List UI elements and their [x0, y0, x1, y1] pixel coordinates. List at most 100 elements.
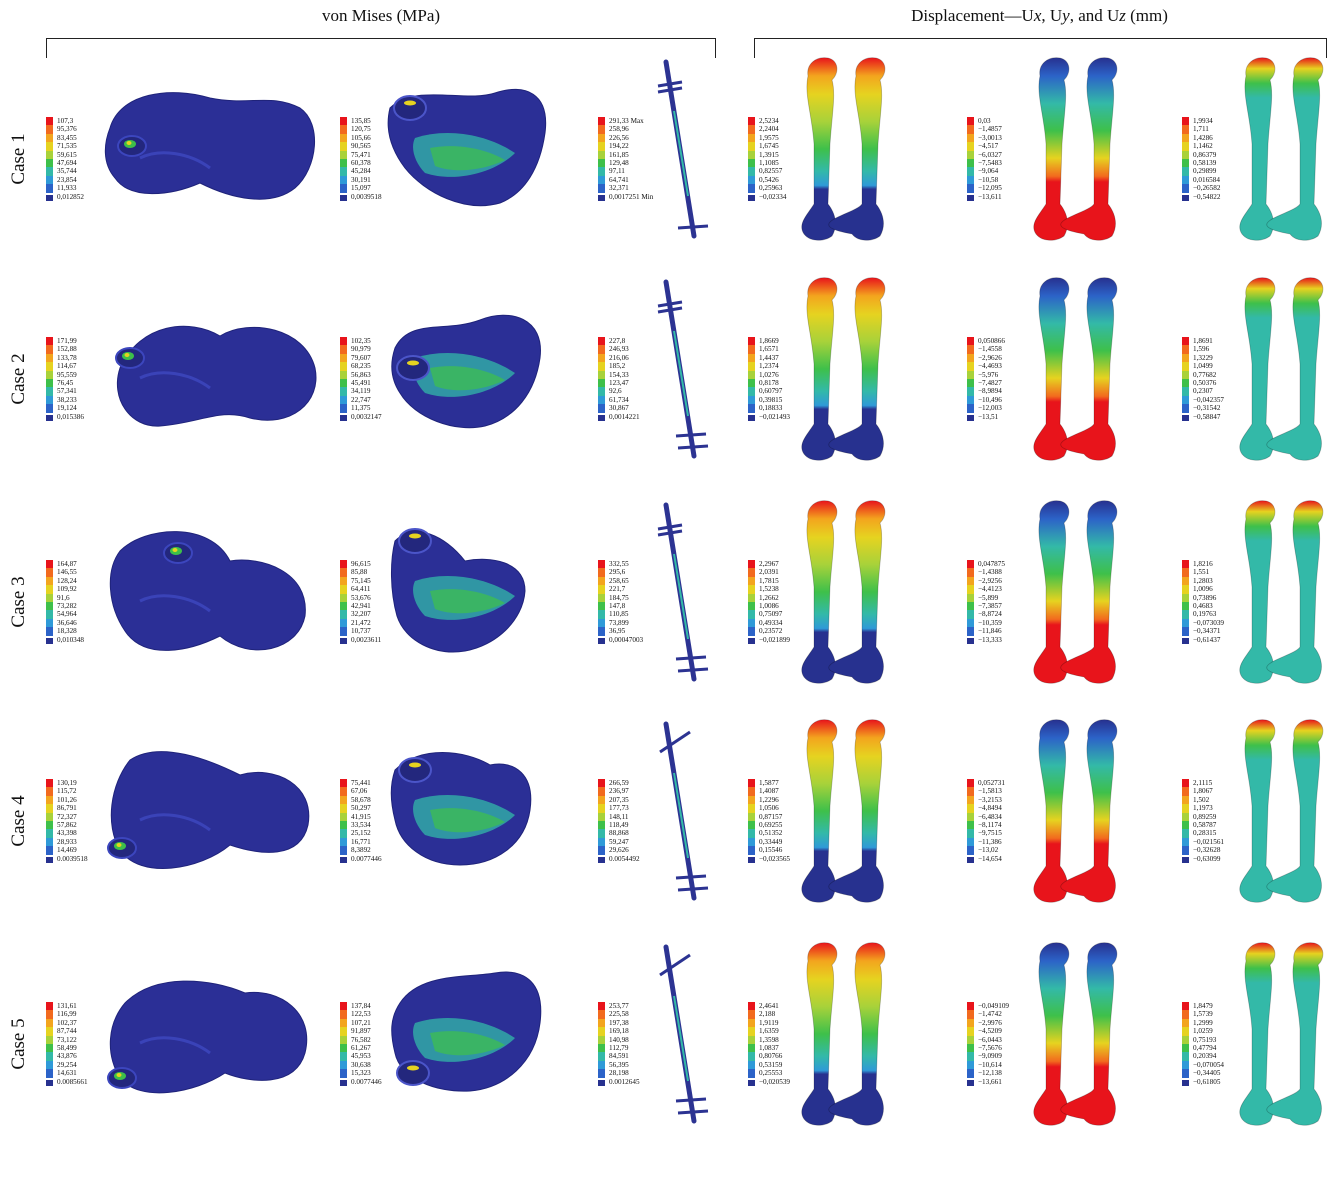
stress-peak — [409, 533, 421, 539]
legend-swatch — [340, 812, 347, 821]
legend-ux: 1,8669 1,6571 1,4437 1,2374 1,0276 0,8178 0,60… — [748, 337, 858, 421]
legend-value: 2,5234 — [759, 117, 779, 125]
legend-value: 227,8 — [609, 337, 626, 345]
legend-value: 0,03 — [978, 117, 991, 125]
legend-swatch — [1182, 345, 1189, 354]
legend-value: 73,899 — [609, 618, 629, 627]
femur-left — [1033, 942, 1070, 1126]
legend-swatch — [46, 812, 53, 821]
legend-uy: −0,049109 −1,4742 −2,9976 −4,5209 −6,0443 −7,… — [967, 1002, 1077, 1086]
legend-swatch — [1182, 601, 1189, 611]
legend-swatch — [748, 337, 755, 346]
legend-entry: 133,78 — [46, 353, 156, 363]
legend-value: 110,85 — [609, 610, 629, 619]
legend-swatch — [1182, 1018, 1189, 1028]
legend-cup: 75,441 67,06 58,678 50,297 41,915 33,534 25,15… — [340, 779, 450, 863]
legend-swatch — [598, 345, 605, 354]
legend-swatch — [46, 1010, 53, 1019]
legend-entry: 30,867 — [598, 404, 708, 413]
distal-screw — [677, 444, 709, 450]
legend-value: −2,9626 — [978, 353, 1002, 362]
legend-swatch — [46, 576, 53, 586]
legend-value: 56,863 — [351, 370, 371, 379]
legend-swatch — [340, 387, 347, 396]
legend-swatch — [967, 576, 974, 586]
distal-screw — [677, 224, 709, 230]
legend-swatch — [340, 345, 347, 354]
legend-swatch — [967, 167, 974, 176]
legend-value: 1,8691 — [1193, 337, 1213, 345]
legend-value: 75,441 — [351, 779, 371, 787]
legend-value: 58,499 — [57, 1043, 77, 1052]
legend-swatch — [598, 378, 605, 388]
legend-value: 2,2404 — [759, 125, 779, 134]
legend-value: 164,87 — [57, 560, 77, 568]
legend-entry: −10,496 — [967, 395, 1077, 405]
legend-swatch — [1182, 820, 1189, 830]
legend-value: 32,207 — [351, 610, 371, 619]
legend-value: 95,376 — [57, 125, 77, 134]
legend-swatch — [748, 133, 755, 143]
legend-swatch — [340, 404, 347, 413]
legend-value: 21,472 — [351, 618, 371, 627]
legend-value: −9,7515 — [978, 829, 1002, 838]
legend-entry: 177,73 — [598, 804, 708, 813]
distal-screw — [675, 655, 707, 661]
legend-value: −0,020539 — [759, 1077, 791, 1086]
legend-entry: 45,491 — [340, 378, 450, 388]
distal-screw — [675, 874, 707, 880]
case-label: Case 5 — [8, 1018, 29, 1070]
legend-swatch — [1182, 337, 1189, 346]
legend-entry: 15,097 — [340, 184, 450, 193]
legend-entry: −1,4388 — [967, 568, 1077, 577]
legend-entry: 1,0499 — [1182, 362, 1292, 371]
legend-entry: 76,45 — [46, 378, 156, 388]
legend-value: −0,021899 — [759, 635, 791, 644]
pelvis-model — [109, 531, 306, 651]
legend-entry: 0,4683 — [1182, 601, 1292, 611]
legend-swatch — [967, 395, 974, 405]
legend-entry: 0,010348 — [46, 636, 156, 644]
femur-surface — [1033, 942, 1070, 1126]
legend-swatch — [598, 837, 605, 847]
legend-swatch — [340, 610, 347, 619]
legend-swatch — [340, 627, 347, 636]
legend-swatch — [598, 125, 605, 134]
legend-swatch — [967, 150, 974, 159]
legend-value: −7,5483 — [978, 158, 1002, 167]
femur-pair-uy — [1033, 277, 1118, 461]
legend-swatch — [1182, 175, 1189, 185]
femur-pair-ux — [801, 277, 886, 461]
legend-entry: −2,9256 — [967, 576, 1077, 586]
legend-entry: 1,9934 — [1182, 117, 1292, 126]
legend-value: 1,0506 — [759, 804, 779, 813]
legend-entry: −4,5209 — [967, 1027, 1077, 1036]
legend-entry: 0,18833 — [748, 404, 858, 413]
legend-value: −0,31542 — [1193, 404, 1221, 413]
legend-value: 122,53 — [351, 1010, 371, 1019]
legend-entry: 75,471 — [340, 150, 450, 159]
legend-entry: 22,747 — [340, 395, 450, 405]
legend-value: −10,614 — [978, 1060, 1002, 1069]
legend-entry: 95,559 — [46, 370, 156, 379]
legend-value: 0,29899 — [1193, 167, 1217, 176]
legend-value: 1,1462 — [1193, 142, 1213, 151]
legend-value: 15,323 — [351, 1069, 371, 1078]
legend-value: 0,15546 — [759, 846, 783, 855]
femur-right — [1266, 57, 1324, 241]
legend-value: 0,0032147 — [351, 412, 382, 421]
proximal-screw — [657, 306, 683, 314]
legend-swatch — [46, 787, 53, 796]
legend-entry: 1,9119 — [748, 1018, 858, 1028]
legend-value: 1,1973 — [1193, 804, 1213, 813]
legend-entry: −0,049109 — [967, 1002, 1077, 1011]
legend-swatch — [46, 627, 53, 636]
femur-left — [1239, 719, 1276, 903]
legend-entry: −1,4742 — [967, 1010, 1077, 1019]
legend-entry: 0,69255 — [748, 820, 858, 830]
legend-entry: 137,84 — [340, 1002, 450, 1011]
legend-entry: −4,4123 — [967, 585, 1077, 594]
legend-entry: 207,35 — [598, 795, 708, 805]
legend-swatch — [967, 184, 974, 193]
legend-swatch — [340, 637, 347, 644]
